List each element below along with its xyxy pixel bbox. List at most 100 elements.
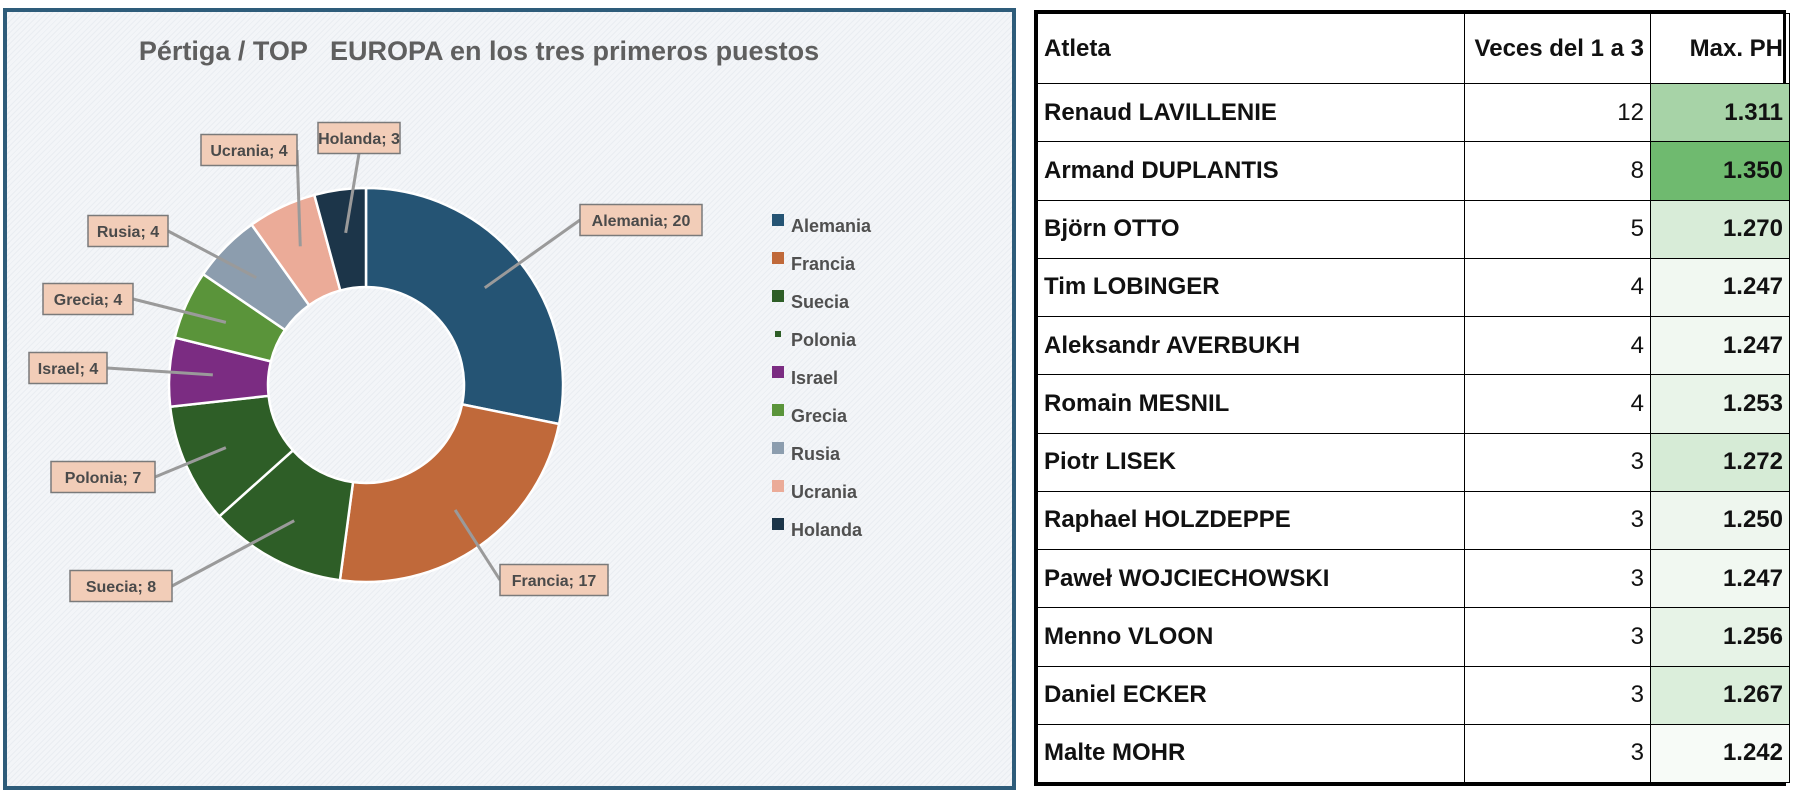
- legend-swatch-holanda: [772, 518, 784, 530]
- athlete-cell: Björn OTTO: [1037, 199, 1465, 259]
- athlete-cell: Menno VLOON: [1037, 607, 1465, 667]
- slice-holanda: [312, 186, 368, 292]
- donut-chart: Pértiga / TOP EUROPA en los tres primero…: [28, 36, 872, 603]
- data-label-francia: Francia; 17: [512, 573, 597, 590]
- legend-label-polonia: Polonia: [791, 330, 857, 350]
- athlete-cell: Raphael HOLZDEPPE: [1037, 490, 1465, 551]
- data-label-box-francia: [499, 563, 609, 597]
- athlete-cell: Paweł WOJCIECHOWSKI: [1037, 548, 1465, 609]
- leader-line-rusia: [167, 229, 257, 279]
- legend-label-rusia: Rusia: [791, 444, 841, 464]
- times-cell: 5: [1464, 199, 1651, 259]
- table-row: Aleksandr AVERBUKH 4 1.247: [1037, 315, 1790, 376]
- athlete-cell: Malte MOHR: [1037, 723, 1465, 784]
- table-body: Renaud LAVILLENIE 12 1.311 Armand DUPLANTIS…: [1037, 82, 1790, 784]
- max-ph-cell: 1.242: [1650, 723, 1790, 784]
- table-row: Raphael HOLZDEPPE 3 1.250: [1037, 490, 1790, 551]
- header-athlete: Atleta: [1037, 13, 1465, 84]
- legend-swatch-rusia: [772, 442, 784, 454]
- table-row: Romain MESNIL 4 1.253: [1037, 374, 1790, 434]
- times-cell: 4: [1464, 257, 1651, 318]
- times-cell: 4: [1464, 315, 1651, 376]
- times-cell: 8: [1464, 141, 1651, 201]
- legend-label-suecia: Suecia: [791, 292, 850, 312]
- data-label-grecia: Grecia; 4: [54, 292, 123, 309]
- legend-label-francia: Francia: [791, 254, 856, 274]
- legend-label-alemania: Alemania: [791, 216, 872, 236]
- times-cell: 3: [1464, 490, 1651, 551]
- table-row: Malte MOHR 3 1.242: [1037, 723, 1790, 784]
- chart-title: Pértiga / TOP EUROPA en los tres primero…: [139, 36, 819, 66]
- table-header-row: Atleta Veces del 1 a 3 Max. PH: [1037, 13, 1790, 84]
- table-row: Björn OTTO 5 1.270: [1037, 199, 1790, 259]
- table-row: Armand DUPLANTIS 8 1.350: [1037, 141, 1790, 201]
- donut-slices: [167, 186, 565, 584]
- athlete-table: Atleta Veces del 1 a 3 Max. PH Renaud LA…: [1037, 13, 1790, 784]
- data-label-box-holanda: [317, 121, 401, 155]
- legend-swatch-polonia: [775, 331, 781, 337]
- data-labels: Alemania; 20 Francia; 17 Suecia; 8 Polonia;…: [28, 121, 703, 603]
- data-label-suecia: Suecia; 8: [86, 579, 156, 596]
- times-cell: 4: [1464, 374, 1651, 434]
- legend-label-grecia: Grecia: [791, 406, 848, 426]
- times-cell: 3: [1464, 607, 1651, 667]
- legend-swatch-ucrania: [772, 480, 784, 492]
- leader-line-francia: [453, 509, 502, 581]
- data-label-box-ucrania: [200, 133, 298, 167]
- max-ph-cell: 1.267: [1650, 665, 1790, 725]
- leader-line-grecia: [132, 297, 227, 324]
- max-ph-cell: 1.250: [1650, 490, 1790, 551]
- times-cell: 3: [1464, 432, 1651, 492]
- athlete-cell: Daniel ECKER: [1037, 665, 1465, 725]
- data-label-rusia: Rusia; 4: [97, 224, 159, 241]
- athlete-cell: Piotr LISEK: [1037, 432, 1465, 492]
- table-row: Piotr LISEK 3 1.272: [1037, 432, 1790, 492]
- chart-legend: Alemania Francia Suecia Polonia Israel Grecia…: [772, 214, 872, 540]
- data-label-box-israel: [28, 351, 108, 385]
- table-row: Menno VLOON 3 1.256: [1037, 607, 1790, 667]
- times-cell: 12: [1464, 82, 1651, 143]
- times-cell: 3: [1464, 723, 1651, 784]
- max-ph-cell: 1.247: [1650, 257, 1790, 318]
- athlete-cell: Aleksandr AVERBUKH: [1037, 315, 1465, 376]
- legend-swatch-israel: [772, 366, 784, 378]
- legend-swatch-francia: [772, 252, 784, 264]
- leader-line-suecia: [171, 519, 295, 588]
- data-label-box-alemania: [579, 203, 703, 237]
- leader-line-alemania: [483, 218, 581, 290]
- legend-label-israel: Israel: [791, 368, 838, 388]
- legend-swatch-suecia: [772, 290, 784, 302]
- times-cell: 3: [1464, 548, 1651, 609]
- legend-swatch-alemania: [772, 214, 784, 226]
- leader-line-polonia: [154, 446, 227, 479]
- header-times: Veces del 1 a 3: [1464, 13, 1651, 84]
- table-row: Daniel ECKER 3 1.267: [1037, 665, 1790, 725]
- leader-line-israel: [106, 366, 213, 377]
- data-label-israel: Israel; 4: [38, 361, 99, 378]
- max-ph-cell: 1.256: [1650, 607, 1790, 667]
- data-label-polonia: Polonia; 7: [65, 470, 142, 487]
- data-label-ucrania: Ucrania; 4: [210, 143, 287, 160]
- max-ph-cell: 1.311: [1650, 82, 1790, 143]
- table-row: Tim LOBINGER 4 1.247: [1037, 257, 1790, 318]
- data-label-box-polonia: [50, 460, 156, 494]
- donut-chart-panel: Pértiga / TOP EUROPA en los tres primero…: [3, 8, 1016, 790]
- max-ph-cell: 1.270: [1650, 199, 1790, 259]
- max-ph-cell: 1.247: [1650, 548, 1790, 609]
- max-ph-cell: 1.253: [1650, 374, 1790, 434]
- data-label-alemania: Alemania; 20: [592, 213, 691, 230]
- slice-alemania: [364, 186, 565, 426]
- max-ph-cell: 1.272: [1650, 432, 1790, 492]
- max-ph-cell: 1.247: [1650, 315, 1790, 376]
- athlete-table-panel: Atleta Veces del 1 a 3 Max. PH Renaud LA…: [1034, 10, 1790, 786]
- times-cell: 3: [1464, 665, 1651, 725]
- table-row: Renaud LAVILLENIE 12 1.311: [1037, 82, 1790, 143]
- legend-swatch-grecia: [772, 404, 784, 416]
- athlete-cell: Romain MESNIL: [1037, 374, 1465, 434]
- data-label-box-rusia: [87, 214, 169, 248]
- data-label-box-suecia: [69, 569, 173, 603]
- athlete-cell: Armand DUPLANTIS: [1037, 141, 1465, 201]
- leader-line-holanda: [344, 153, 361, 234]
- max-ph-cell: 1.350: [1650, 141, 1790, 201]
- legend-label-ucrania: Ucrania: [791, 482, 858, 502]
